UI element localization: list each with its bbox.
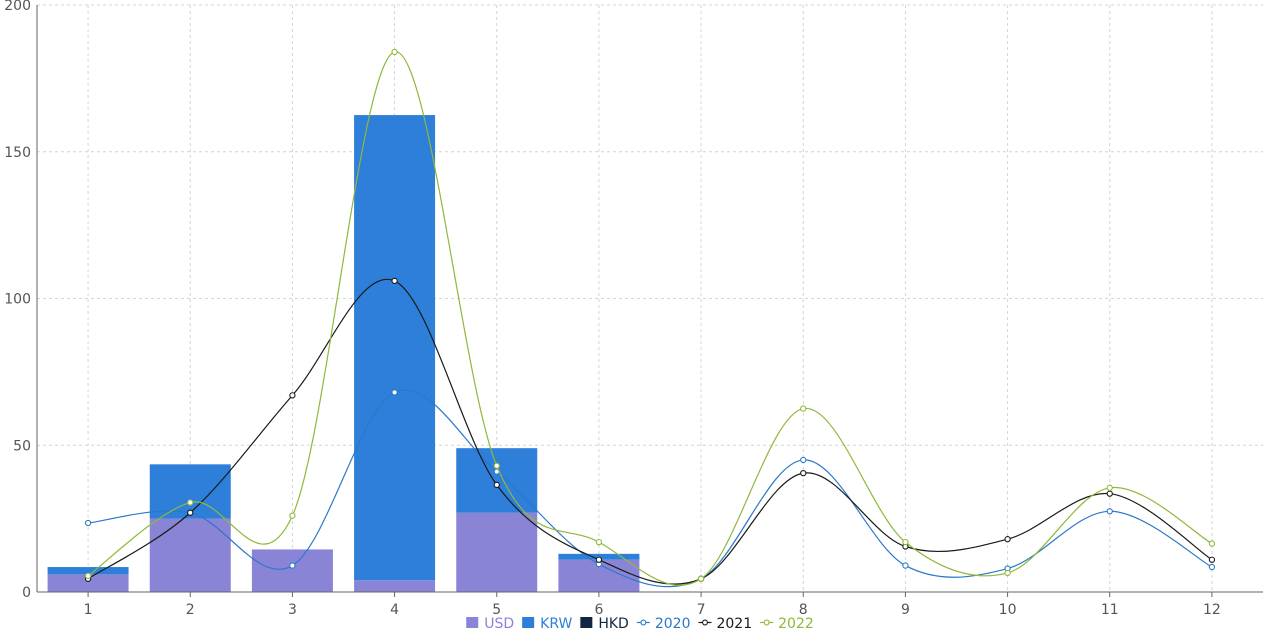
x-tick-label: 8 bbox=[799, 602, 808, 618]
bar-usd[interactable] bbox=[354, 580, 436, 592]
legend-point-marker bbox=[763, 619, 770, 626]
point-2022[interactable] bbox=[187, 499, 194, 506]
point-2022[interactable] bbox=[1106, 484, 1113, 491]
point-2022[interactable] bbox=[493, 462, 500, 469]
point-2020[interactable] bbox=[84, 519, 92, 527]
point-2022[interactable] bbox=[1004, 569, 1011, 577]
point-2021[interactable] bbox=[187, 509, 194, 516]
legend-item-2020[interactable]: 2020 bbox=[636, 616, 691, 632]
point-2020[interactable] bbox=[289, 562, 296, 569]
bar-krw[interactable] bbox=[354, 115, 436, 581]
line-2020[interactable] bbox=[88, 389, 1213, 588]
point-2022[interactable] bbox=[800, 405, 807, 412]
legend-label: 2021 bbox=[716, 616, 752, 632]
line-2022[interactable] bbox=[87, 51, 1213, 586]
point-2022[interactable] bbox=[84, 572, 92, 580]
legend-point-marker bbox=[640, 619, 647, 626]
x-tick-label: 1 bbox=[84, 602, 93, 618]
y-tick-label: 200 bbox=[4, 0, 31, 14]
bars bbox=[47, 115, 640, 592]
legend-point-marker bbox=[702, 619, 708, 626]
legend-label: 2020 bbox=[655, 616, 691, 632]
legend-item-2022[interactable]: 2022 bbox=[760, 616, 814, 632]
point-2020[interactable] bbox=[800, 456, 807, 464]
grid bbox=[37, 4, 1263, 592]
legend-item-krw[interactable]: KRW bbox=[522, 616, 572, 632]
point-2020[interactable] bbox=[1208, 563, 1216, 571]
lines bbox=[84, 48, 1216, 588]
y-tick-label: 150 bbox=[4, 145, 31, 161]
x-tick-label: 3 bbox=[288, 602, 297, 618]
legend: USD KRW HKD 2020 2021 2022 bbox=[466, 616, 814, 632]
legend-label: USD bbox=[484, 616, 514, 632]
legend-item-usd[interactable]: USD bbox=[466, 616, 514, 632]
point-2021[interactable] bbox=[800, 469, 807, 477]
point-2022[interactable] bbox=[391, 48, 398, 56]
y-tick-label: 100 bbox=[4, 292, 31, 308]
x-tick-label: 9 bbox=[901, 602, 910, 618]
point-2021[interactable] bbox=[1106, 490, 1113, 497]
point-2020[interactable] bbox=[1106, 508, 1113, 515]
point-2022[interactable] bbox=[697, 575, 705, 582]
bar-krw[interactable] bbox=[149, 464, 231, 519]
legend-swatch bbox=[522, 617, 535, 628]
point-2022[interactable] bbox=[1208, 540, 1216, 547]
legend-item-hkd[interactable]: HKD bbox=[580, 616, 629, 632]
bar-usd[interactable] bbox=[47, 574, 129, 592]
x-tick-label: 11 bbox=[1101, 602, 1119, 618]
legend-label: 2022 bbox=[778, 616, 814, 632]
x-tick-label: 10 bbox=[999, 602, 1017, 618]
bar-krw[interactable] bbox=[456, 448, 538, 513]
point-2021[interactable] bbox=[391, 277, 398, 285]
x-tick-label: 6 bbox=[594, 602, 603, 618]
bar-krw[interactable] bbox=[47, 567, 129, 575]
y-tick-label: 50 bbox=[13, 438, 31, 454]
point-2021[interactable] bbox=[1208, 556, 1216, 563]
bar-usd[interactable] bbox=[251, 549, 333, 592]
x-tick-label: 12 bbox=[1203, 602, 1221, 618]
bar-usd[interactable] bbox=[456, 512, 538, 592]
x-tick-label: 4 bbox=[390, 602, 399, 618]
point-2020[interactable] bbox=[391, 389, 398, 396]
legend-swatch bbox=[580, 617, 593, 628]
point-2022[interactable] bbox=[289, 512, 296, 519]
point-2020[interactable] bbox=[902, 562, 909, 569]
point-2022[interactable] bbox=[902, 538, 909, 546]
point-2021[interactable] bbox=[493, 481, 500, 489]
point-2021[interactable] bbox=[289, 392, 296, 399]
legend-label: KRW bbox=[540, 616, 572, 632]
x-tick-label: 7 bbox=[697, 602, 706, 618]
x-tick-label: 5 bbox=[492, 602, 501, 618]
line-2021[interactable] bbox=[87, 278, 1213, 585]
x-tick-label: 2 bbox=[186, 602, 195, 618]
point-2021[interactable] bbox=[1004, 536, 1011, 543]
legend-swatch bbox=[466, 617, 479, 628]
point-2021[interactable] bbox=[595, 556, 603, 563]
point-2022[interactable] bbox=[595, 538, 603, 546]
bar-usd[interactable] bbox=[149, 518, 231, 592]
legend-label: HKD bbox=[598, 616, 629, 632]
y-tick-label: 0 bbox=[22, 585, 31, 601]
legend-item-2021[interactable]: 2021 bbox=[698, 616, 752, 632]
